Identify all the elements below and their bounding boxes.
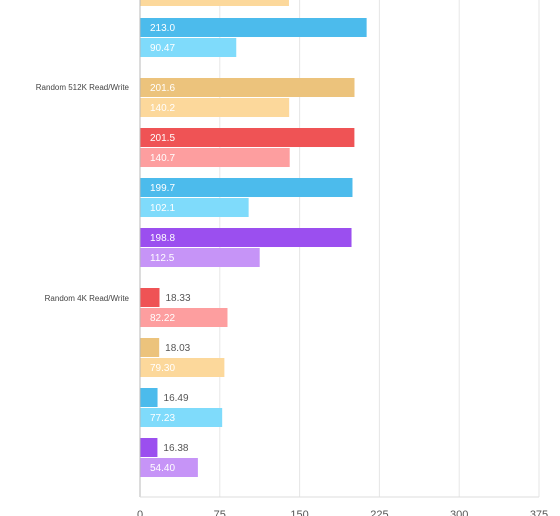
data-label: 90.47 <box>150 43 175 54</box>
bars <box>140 0 367 477</box>
bar <box>140 0 289 6</box>
data-label: 16.49 <box>164 393 189 404</box>
data-label: 140.2 <box>150 103 175 114</box>
x-tick-label: 300 <box>450 509 468 516</box>
data-label: 112.5 <box>150 253 175 264</box>
data-label: 102.1 <box>150 203 175 214</box>
bar <box>140 388 158 407</box>
labels: 0 75 150 225 300 375 213.0 90.47 Random 512K Rea… <box>36 23 548 516</box>
bar <box>140 18 367 37</box>
bar <box>140 408 223 427</box>
data-label: 213.0 <box>150 23 175 34</box>
bar <box>140 288 160 307</box>
data-label: 198.8 <box>150 233 175 244</box>
x-tick-label: 375 <box>530 509 548 516</box>
x-tick-label: 150 <box>290 509 308 516</box>
data-label: 77.23 <box>150 413 175 424</box>
data-label: 201.5 <box>150 133 175 144</box>
x-tick-label: 0 <box>137 509 143 516</box>
bar <box>140 38 237 57</box>
data-label: 18.03 <box>165 343 190 354</box>
data-label: 79.30 <box>150 363 175 374</box>
bar <box>140 198 249 217</box>
x-tick-label: 225 <box>370 509 388 516</box>
x-tick-label: 75 <box>214 509 226 516</box>
bar <box>140 438 158 457</box>
data-label: 201.6 <box>150 83 175 94</box>
bar <box>140 128 355 147</box>
bar <box>140 458 198 477</box>
bar <box>140 338 160 357</box>
data-label: 54.40 <box>150 463 175 474</box>
bar <box>140 228 352 247</box>
bar <box>140 308 228 327</box>
bar <box>140 98 290 117</box>
data-label: 18.33 <box>166 293 191 304</box>
data-label: 140.7 <box>150 153 175 164</box>
data-label: 82.22 <box>150 313 175 324</box>
bar <box>140 358 225 377</box>
data-label: 199.7 <box>150 183 175 194</box>
bar <box>140 248 260 267</box>
category-label: Random 512K Read/Write <box>36 83 130 92</box>
bar <box>140 148 290 167</box>
bar <box>140 178 353 197</box>
data-label: 16.38 <box>163 443 188 454</box>
bar <box>140 78 355 97</box>
category-label: Random 4K Read/Write <box>45 294 130 303</box>
